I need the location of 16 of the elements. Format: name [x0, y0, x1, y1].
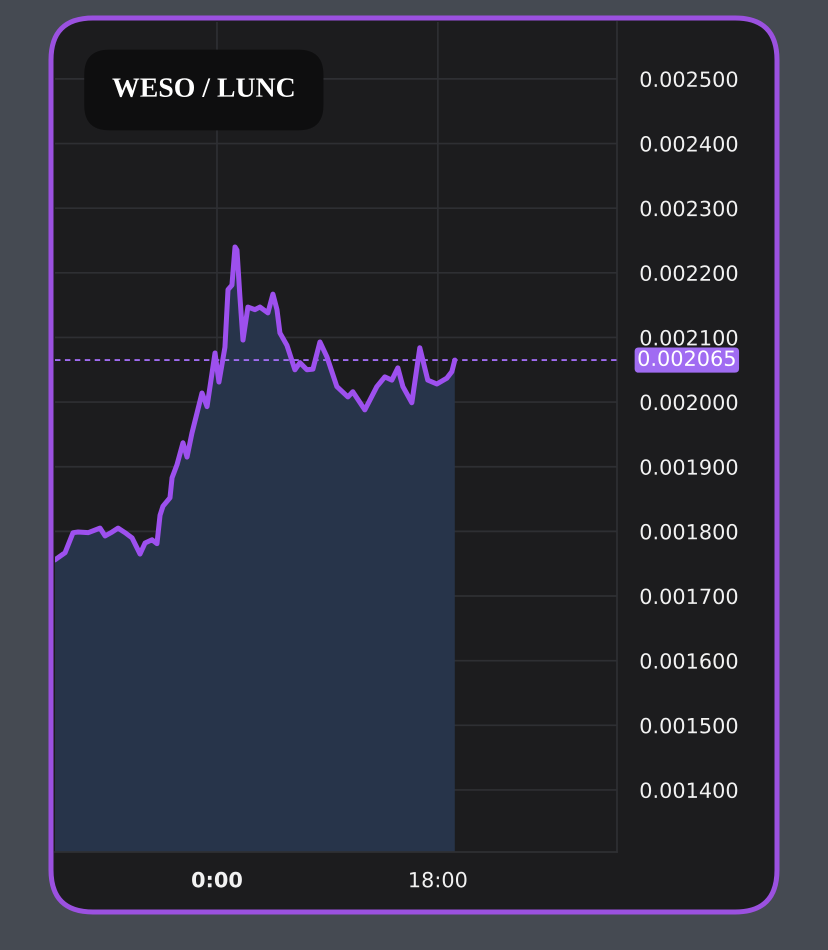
y-tick-label: 0.001600 — [640, 653, 738, 669]
text: WESO / LUNC — [112, 78, 294, 98]
y-tick-label: 0.002300 — [640, 200, 738, 216]
y-tick-label: 0.001700 — [640, 588, 738, 604]
y-tick-label: 0.001400 — [640, 782, 738, 798]
x-tick-label: 0:00 — [192, 872, 242, 888]
y-tick-label: 0.002400 — [640, 136, 738, 152]
x-tick-label: 18:00 — [410, 872, 466, 888]
y-tick-label: 0.002500 — [640, 71, 738, 88]
y-tick-label: 0.001800 — [640, 524, 738, 540]
y-tick-label: 0.001900 — [640, 459, 738, 475]
y-tick-label: 0.002100 — [640, 330, 738, 346]
y-tick-label: 0.001500 — [640, 718, 738, 734]
ref-line-label: 0.002065 — [638, 350, 735, 366]
y-tick-label: 0.002200 — [640, 265, 738, 282]
y-tick-label: 0.002000 — [640, 394, 738, 410]
